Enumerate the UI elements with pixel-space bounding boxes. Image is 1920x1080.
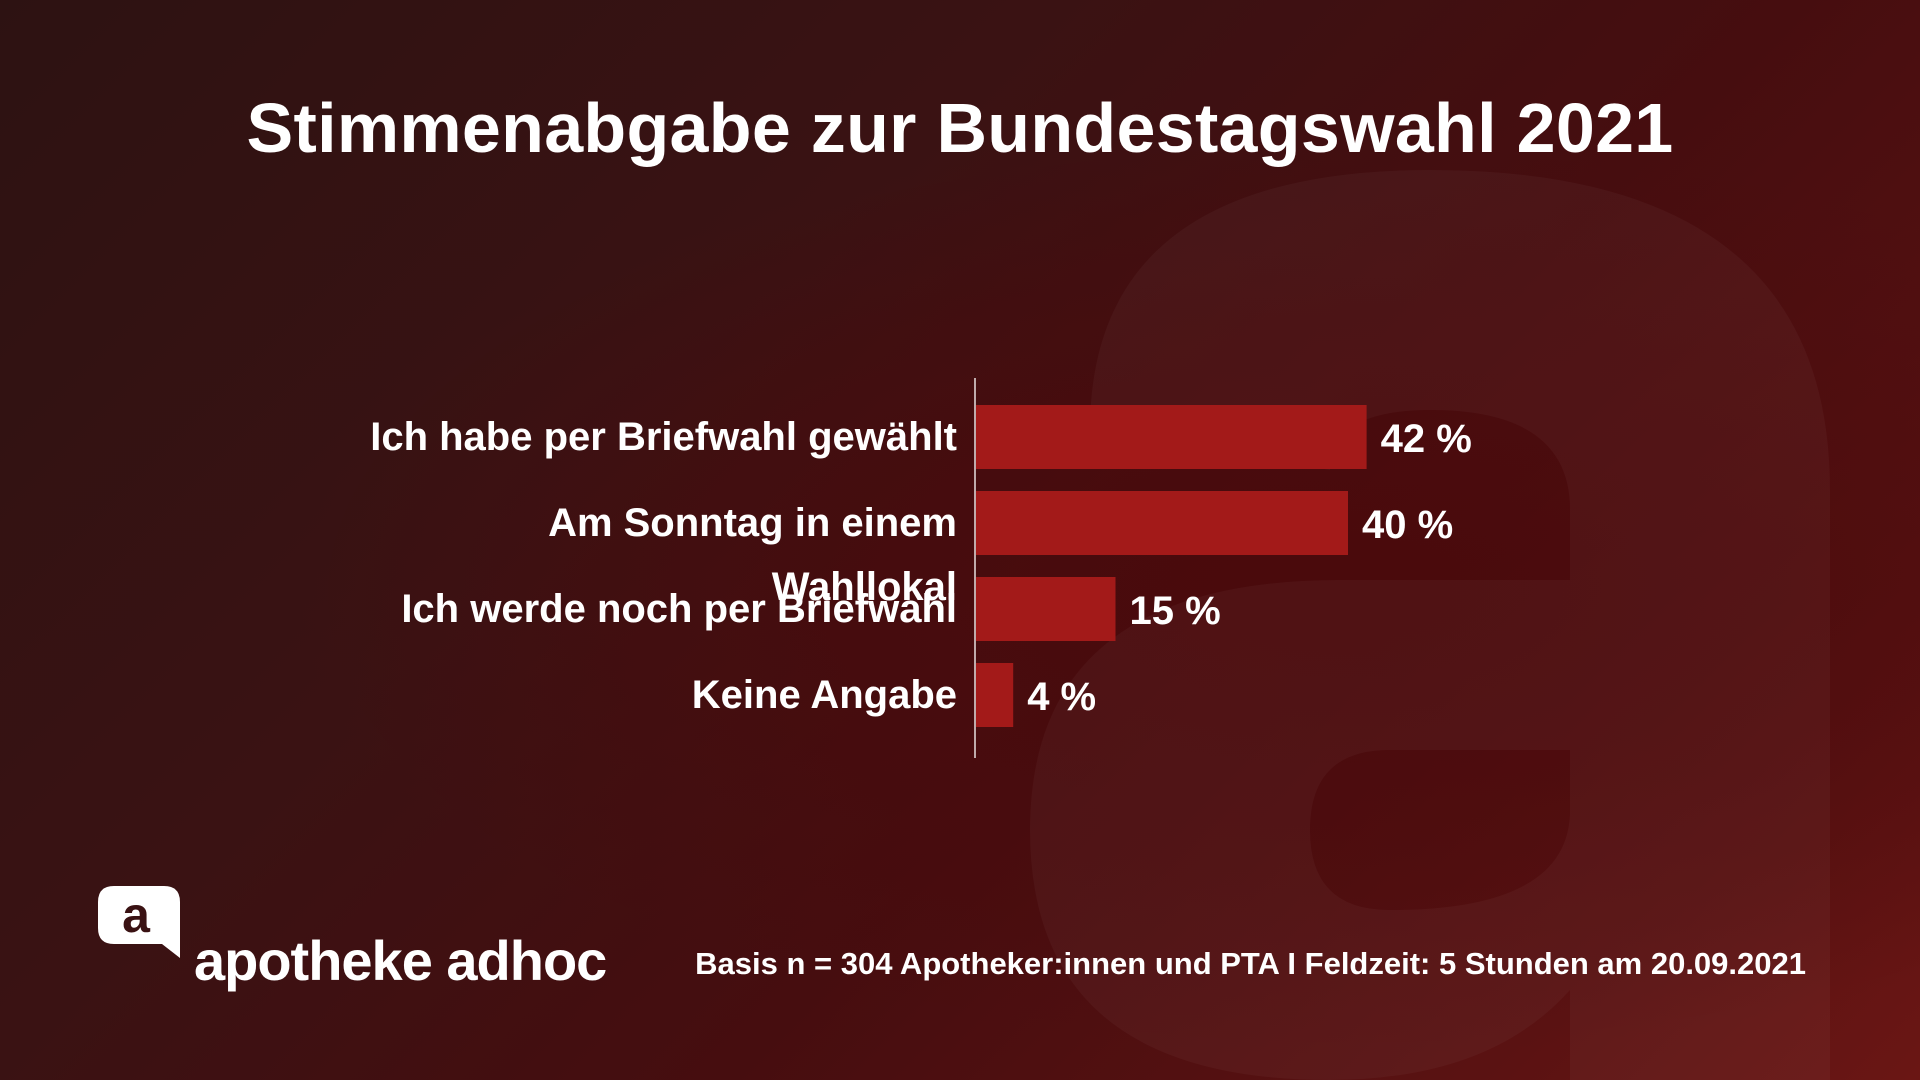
chart-title: Stimmenabgabe zur Bundestagswahl 2021 <box>246 89 1674 167</box>
value-label: 15 % <box>1129 589 1221 633</box>
bar <box>976 491 1348 555</box>
bar <box>976 577 1116 641</box>
bar <box>976 405 1367 469</box>
category-label: Keine Angabe <box>691 673 957 717</box>
category-label: Ich werde noch per Briefwahl <box>401 587 957 631</box>
bar <box>976 663 1014 727</box>
apotheke-adhoc-a-icon: a <box>98 886 180 958</box>
value-label: 40 % <box>1362 503 1454 547</box>
source-note: Basis n = 304 Apotheker:innen und PTA I … <box>695 946 1806 981</box>
value-label: 42 % <box>1380 417 1472 461</box>
category-label: Am Sonntag in einem Wahllokal <box>548 501 957 609</box>
category-label: Ich habe per Briefwahl gewählt <box>370 415 957 459</box>
logo-mark-letter: a <box>122 887 151 943</box>
value-label: 4 % <box>1027 675 1097 719</box>
logo-text: apotheke adhoc <box>194 929 607 992</box>
logo: a apotheke adhoc <box>98 886 618 996</box>
